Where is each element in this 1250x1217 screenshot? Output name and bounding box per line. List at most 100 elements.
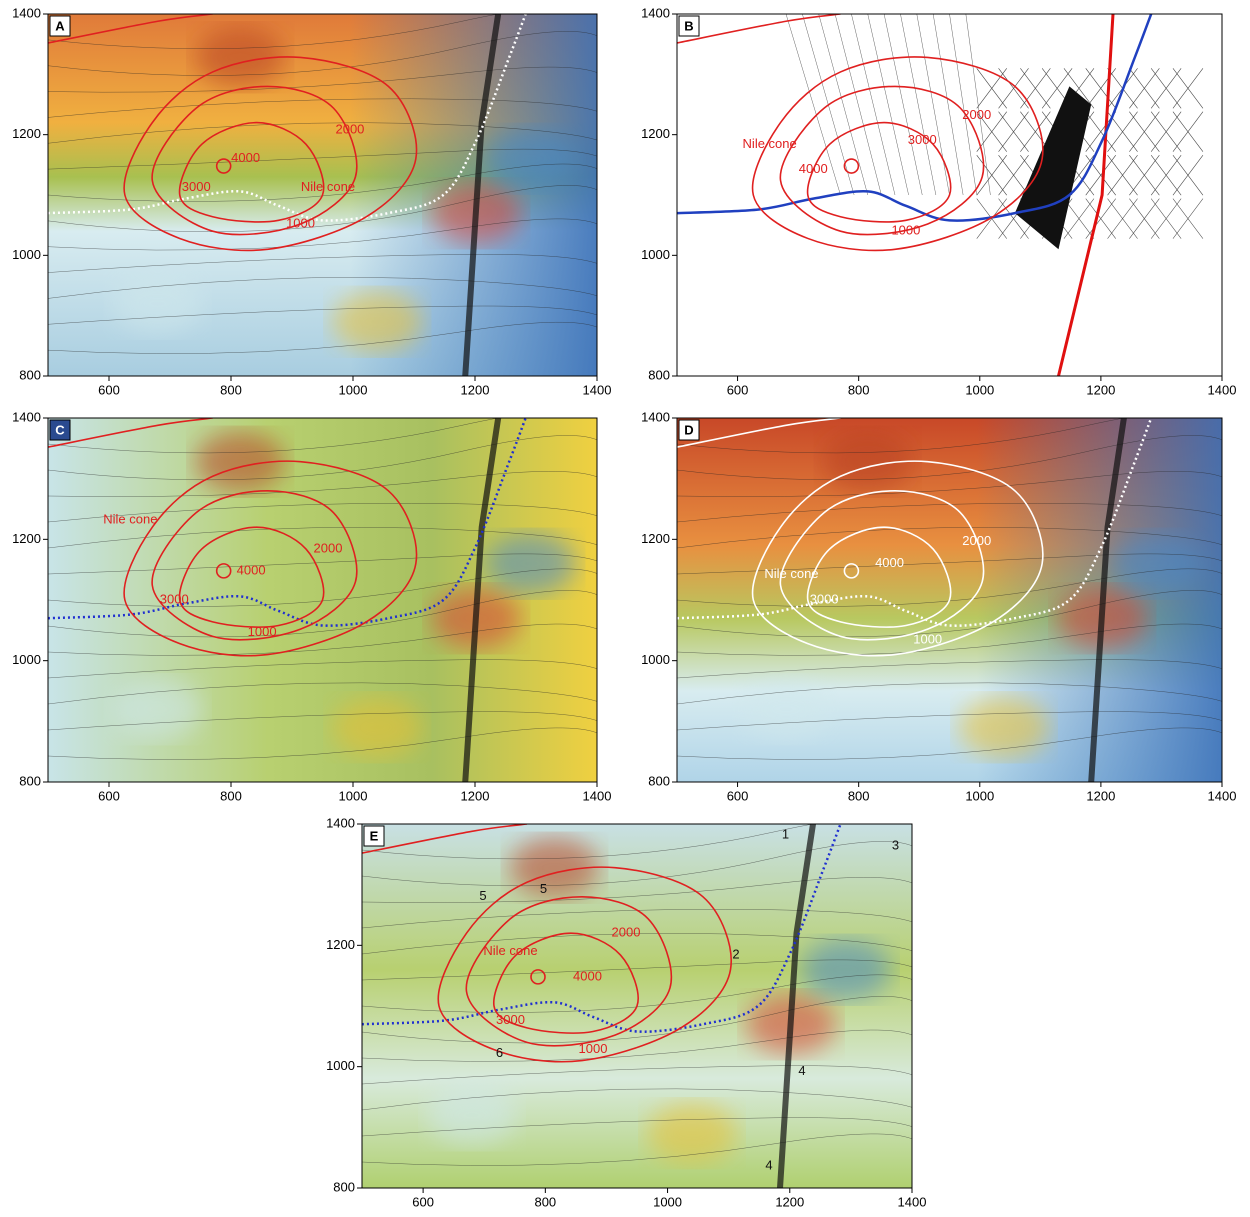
x-tick-label: 800 [534,1194,556,1209]
figure: Nile cone4000300020001000A60080010001200… [0,0,1250,1212]
panel-label: C [55,422,65,437]
contour-label: 4000 [231,150,260,165]
region-number: 4 [765,1158,772,1173]
x-tick-label: 1200 [1086,382,1115,397]
x-tick-label: 1000 [965,788,994,803]
y-tick-label: 1000 [641,247,670,262]
contour-label: 1000 [248,624,277,639]
x-tick-label: 800 [848,382,870,397]
y-tick-label: 1400 [12,409,41,424]
contour-label: 4000 [799,161,828,176]
contour-label: 3000 [496,1012,525,1027]
contour-label: 1000 [913,631,942,646]
contour-label: Nile cone [103,511,157,526]
y-tick-label: 1000 [641,652,670,667]
anomaly-blob [113,274,203,334]
map-area: Nile cone 4000 3000 2000 1000 1 2 3 4 4 5 5 6 [362,816,924,1188]
x-tick-label: 1000 [339,382,368,397]
x-tick-label: 600 [727,788,749,803]
contour-label: 3000 [810,591,839,606]
x-tick-label: 1000 [653,1194,682,1209]
x-tick-label: 1400 [1208,382,1237,397]
map-panel: Nile cone 4000 3000 2000 1000 C 600 800 1000 1200… [12,409,611,803]
y-tick-label: 1400 [12,5,41,20]
anomaly-blob [427,1085,517,1145]
y-tick-label: 800 [648,773,670,788]
region-number: 5 [540,881,547,896]
contour-label: 2000 [962,533,991,548]
x-tick-label: 1400 [1208,788,1237,803]
y-tick-label: 1000 [12,247,41,262]
y-tick-label: 1200 [12,126,41,141]
map-panel: Nile cone4000 3000 2000 1000 B 600 800 1000 1200… [641,5,1236,397]
region-number: 2 [732,946,739,961]
y-tick-label: 1200 [326,937,355,952]
x-tick-label: 800 [220,788,242,803]
y-tick-label: 1400 [641,409,670,424]
y-tick-label: 800 [19,773,41,788]
contour-label: 1000 [579,1041,608,1056]
y-tick-label: 1400 [641,5,670,20]
anomaly-blob [647,1103,737,1163]
anomaly-blob [741,679,831,739]
x-tick-label: 1400 [583,788,612,803]
y-tick-label: 800 [648,367,670,382]
map-area: Nile cone 4000 3000 2000 1000 [48,6,609,376]
x-tick-label: 800 [220,382,242,397]
contour-label: Nile cone [743,136,797,151]
panel-label: D [684,422,693,437]
panel-label: A [55,18,65,33]
region-number: 1 [782,826,789,841]
y-tick-label: 1000 [326,1058,355,1073]
contour-label: Nile cone [301,179,355,194]
anomaly-blob [959,697,1049,757]
contour-label: 2000 [962,107,991,122]
region-number: 5 [479,888,486,903]
contour-label: 3000 [182,179,211,194]
x-tick-label: 1200 [1086,788,1115,803]
x-tick-label: 600 [412,1194,434,1209]
contour-label: 4000 [573,968,602,983]
x-tick-label: 1200 [461,788,490,803]
contour-label: 2000 [612,925,641,940]
anomaly-blob [1112,534,1202,594]
map-panel: Nile cone 4000 3000 2000 1000 A 600 800 1000 1200… [12,5,611,397]
contour-label: 4000 [237,562,266,577]
y-tick-label: 1200 [641,126,670,141]
contour-label: 1000 [891,223,920,238]
y-tick-label: 800 [333,1179,355,1194]
contour-label: 1000 [286,215,315,230]
x-tick-label: 600 [98,788,120,803]
anomaly-blob [113,679,203,739]
contour-label: 3000 [160,591,189,606]
map-area: Nile cone4000 3000 2000 1000 [677,14,1222,376]
x-tick-label: 1200 [775,1194,804,1209]
y-tick-label: 1000 [12,652,41,667]
map-panel: Nile cone 4000 3000 2000 1000 1 2 3 4 4 5 5 6 E 600 800… [326,815,926,1209]
x-tick-label: 1400 [583,382,612,397]
anomaly-blob [486,129,576,189]
contour-label: Nile cone [483,943,537,958]
contour-label: 2000 [335,121,364,136]
contour-label: 4000 [875,555,904,570]
y-tick-label: 1200 [641,531,670,546]
y-tick-label: 1200 [12,531,41,546]
anomaly-blob [486,534,576,594]
region-number: 6 [496,1045,503,1060]
x-tick-label: 1200 [461,382,490,397]
anomaly-blob [801,940,891,1000]
region-number: 3 [892,837,899,852]
map-area: Nile cone 4000 3000 2000 1000 [48,410,609,782]
region-number: 4 [798,1063,805,1078]
x-tick-label: 600 [727,382,749,397]
panel-label: E [370,828,379,843]
y-tick-label: 1400 [326,815,355,830]
anomaly-blob [332,697,422,757]
panel-label: B [684,18,693,33]
x-tick-label: 1000 [965,382,994,397]
contour-label: 3000 [908,132,937,147]
map-area: Nile cone4000300020001000 [677,410,1234,782]
x-tick-label: 600 [98,382,120,397]
contour-label: 2000 [314,540,343,555]
